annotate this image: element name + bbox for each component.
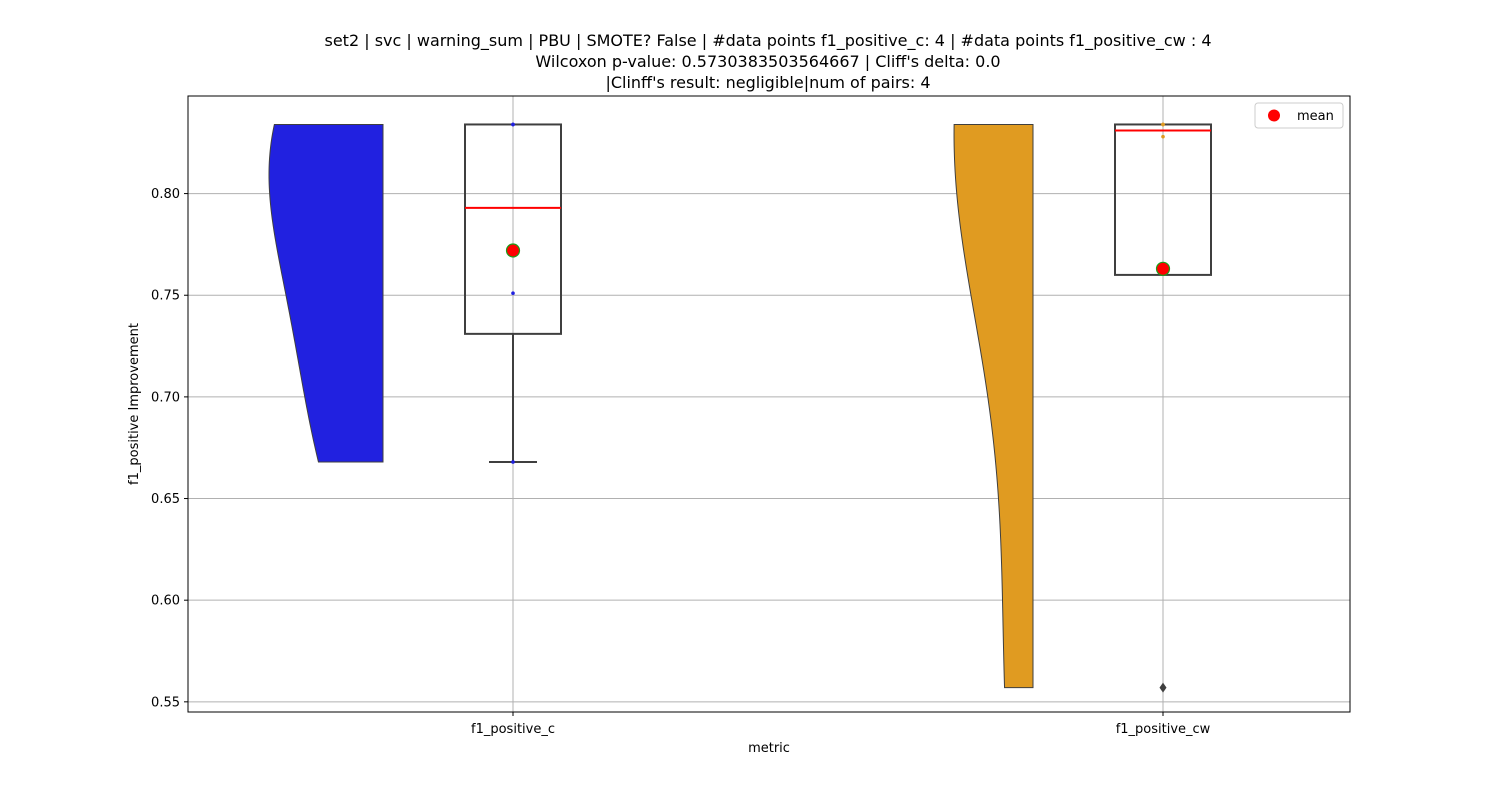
data-point <box>1161 122 1165 127</box>
mean-marker <box>505 243 521 258</box>
x-tick-label: f1_positive_cw <box>1116 722 1211 737</box>
outlier-marker <box>1159 682 1167 693</box>
boxplots <box>464 122 1212 693</box>
legend-frame <box>1254 102 1344 129</box>
axes: 0.55 0.60 0.65 0.70 0.75 0.80 f1_positive_c f1_… <box>151 187 1211 737</box>
data-point <box>511 291 515 296</box>
plot-frame <box>187 95 1351 713</box>
violins <box>268 123 1034 689</box>
data-point <box>1161 134 1165 139</box>
chart-title-line-3: |Clinff's result: negligible|num of pair… <box>605 73 930 92</box>
data-point <box>511 460 515 464</box>
legend: mean <box>1254 102 1344 129</box>
x-tick-label: f1_positive_c <box>471 722 555 737</box>
y-tick-label: 0.75 <box>151 289 180 304</box>
x-axis-label: metric <box>748 741 790 756</box>
y-axis-label: f1_positive Improvement <box>127 323 142 485</box>
y-tick-label: 0.55 <box>151 695 180 710</box>
legend-mean-marker <box>1268 109 1280 122</box>
mean-marker <box>1155 261 1171 276</box>
violin-f1_positive_c <box>268 123 384 463</box>
y-tick-label: 0.80 <box>151 187 180 202</box>
y-tick-label: 0.70 <box>151 390 180 405</box>
y-tick-label: 0.65 <box>151 492 180 507</box>
data-point <box>511 122 515 127</box>
chart-title-line-2: Wilcoxon p-value: 0.5730383503564667 | C… <box>535 52 1000 71</box>
chart-title-line-1: set2 | svc | warning_sum | PBU | SMOTE? … <box>325 31 1212 51</box>
y-tick-label: 0.60 <box>151 594 180 609</box>
violin-f1_positive_cw <box>953 123 1034 689</box>
legend-mean-label: mean <box>1297 109 1334 124</box>
